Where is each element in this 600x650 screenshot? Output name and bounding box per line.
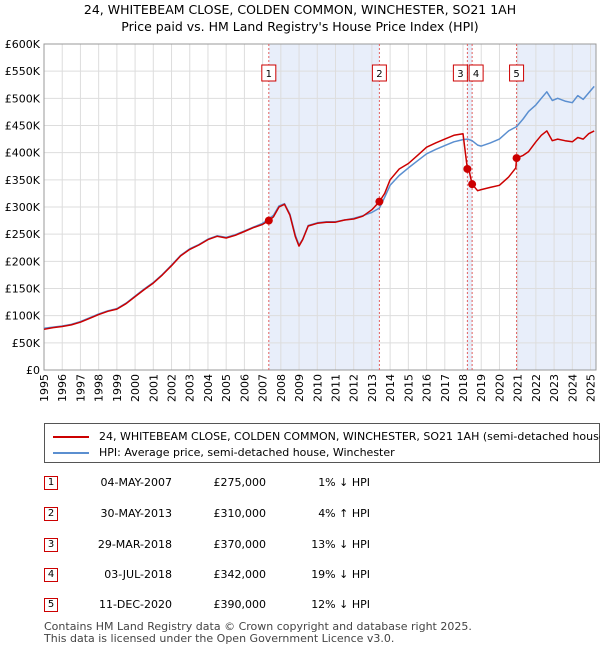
x-tick-label: 2017 — [439, 374, 452, 402]
y-tick-label: £50K — [12, 337, 41, 350]
table-row: 2 30-MAY-2013 £310,000 4% ↑ HPI — [0, 507, 600, 527]
price-paid-line — [43, 130, 595, 331]
transaction-date: 03-JUL-2018 — [104, 568, 172, 581]
table-row: 1 04-MAY-2007 £275,000 1% ↓ HPI — [0, 476, 600, 496]
legend-item-hpi: HPI: Average price, semi-detached house,… — [53, 446, 395, 459]
transaction-number-badge: 2 — [44, 507, 58, 521]
y-tick-label: £0 — [26, 364, 40, 377]
x-tick-label: 2011 — [329, 374, 342, 402]
transaction-date: 30-MAY-2013 — [100, 507, 172, 520]
sale-point — [512, 154, 521, 163]
x-tick-label: 2007 — [257, 374, 270, 402]
legend-item-price: 24, WHITEBEAM CLOSE, COLDEN COMMON, WINC… — [53, 430, 600, 443]
transaction-hpi-diff: 19% ↓ HPI — [311, 568, 370, 581]
sale-label-number: 5 — [513, 69, 519, 80]
x-tick-label: 2003 — [184, 374, 197, 402]
sale-label-box — [261, 64, 277, 82]
y-tick-label: £450K — [5, 120, 41, 133]
footer-copyright: Contains HM Land Registry data © Crown c… — [44, 620, 472, 633]
x-tick-label: 2010 — [311, 374, 324, 402]
transaction-number-badge: 1 — [44, 476, 58, 490]
x-tick-label: 1999 — [111, 374, 124, 402]
transaction-hpi-diff: 12% ↓ HPI — [311, 598, 370, 611]
transaction-number-badge: 5 — [44, 598, 58, 612]
sale-label-box — [509, 64, 525, 82]
table-row: 5 11-DEC-2020 £390,000 12% ↓ HPI — [0, 598, 600, 618]
x-tick-label: 2005 — [220, 374, 233, 402]
sale-label-box — [371, 64, 387, 82]
x-tick-label: 2022 — [530, 374, 543, 402]
x-tick-label: 2023 — [548, 374, 561, 402]
x-tick-label: 2015 — [402, 374, 415, 402]
x-tick-label: 2019 — [475, 374, 488, 402]
footer-licence: This data is licensed under the Open Gov… — [44, 632, 395, 645]
x-tick-label: 2018 — [457, 374, 470, 402]
x-tick-label: 2008 — [275, 374, 288, 402]
y-tick-label: £300K — [5, 201, 41, 214]
y-tick-label: £550K — [5, 65, 41, 78]
x-tick-label: 2004 — [202, 374, 215, 402]
legend-label-price: 24, WHITEBEAM CLOSE, COLDEN COMMON, WINC… — [99, 430, 600, 443]
sale-label-number: 4 — [473, 69, 479, 80]
sale-point — [264, 216, 273, 225]
y-tick-label: £500K — [5, 92, 41, 105]
x-tick-label: 2009 — [293, 374, 306, 402]
chart-subtitle: Price paid vs. HM Land Registry's House … — [121, 19, 479, 34]
price-chart: £0 £50K £100K £150K £200K £250K £300K £350K £400… — [5, 38, 598, 402]
transaction-hpi-diff: 4% ↑ HPI — [318, 507, 370, 520]
sale-label-number: 2 — [376, 69, 382, 80]
transaction-price: £310,000 — [213, 507, 267, 520]
x-tick-label: 2002 — [166, 374, 179, 402]
transaction-date: 29-MAR-2018 — [97, 538, 172, 551]
sale-label-number: 1 — [266, 69, 272, 80]
y-tick-label: £250K — [5, 228, 41, 241]
legend-line-hpi — [53, 452, 89, 454]
table-row: 3 29-MAR-2018 £370,000 13% ↓ HPI — [0, 538, 600, 558]
y-tick-label: £350K — [5, 174, 41, 187]
x-tick-label: 2024 — [566, 374, 579, 402]
y-tick-label: £600K — [5, 38, 41, 51]
x-tick-label: 1996 — [56, 374, 69, 402]
y-tick-label: £150K — [5, 283, 41, 296]
x-tick-label: 2012 — [348, 374, 361, 402]
chart-legend: 24, WHITEBEAM CLOSE, COLDEN COMMON, WINC… — [44, 423, 600, 463]
transaction-price: £370,000 — [213, 538, 267, 551]
sale-label-box — [452, 64, 468, 82]
x-tick-label: 2016 — [421, 374, 434, 402]
x-tick-label: 2025 — [585, 374, 598, 402]
y-tick-label: £100K — [5, 310, 41, 323]
transaction-number-badge: 4 — [44, 568, 58, 582]
x-tick-label: 1998 — [93, 374, 106, 402]
table-row: 4 03-JUL-2018 £342,000 19% ↓ HPI — [0, 568, 600, 588]
x-tick-label: 2013 — [366, 374, 379, 402]
y-tick-label: £200K — [5, 255, 41, 268]
x-tick-label: 2006 — [238, 374, 251, 402]
transaction-price: £275,000 — [213, 476, 267, 489]
transaction-hpi-diff: 13% ↓ HPI — [311, 538, 370, 551]
x-tick-label: 2020 — [493, 374, 506, 402]
sale-point — [375, 197, 384, 206]
transaction-date: 11-DEC-2020 — [98, 598, 172, 611]
x-tick-label: 1997 — [74, 374, 87, 402]
legend-line-price — [53, 436, 89, 438]
chart-title: 24, WHITEBEAM CLOSE, COLDEN COMMON, WINC… — [83, 2, 517, 17]
sale-label-number: 3 — [457, 69, 463, 80]
y-tick-label: £400K — [5, 147, 41, 160]
x-tick-label: 2021 — [512, 374, 525, 402]
transaction-date: 04-MAY-2007 — [100, 476, 172, 489]
legend-label-hpi: HPI: Average price, semi-detached house,… — [99, 446, 395, 459]
transaction-price: £390,000 — [213, 598, 267, 611]
transaction-hpi-diff: 1% ↓ HPI — [318, 476, 370, 489]
transaction-number-badge: 3 — [44, 538, 58, 552]
sale-point — [463, 164, 472, 173]
x-tick-label: 2000 — [129, 374, 142, 402]
plot-border — [43, 43, 597, 371]
sale-point — [468, 180, 477, 189]
transaction-price: £342,000 — [213, 568, 267, 581]
x-tick-label: 2001 — [147, 374, 160, 402]
x-tick-label: 2014 — [384, 374, 397, 402]
sale-label-box — [468, 64, 484, 82]
x-tick-label: 1995 — [38, 374, 51, 402]
